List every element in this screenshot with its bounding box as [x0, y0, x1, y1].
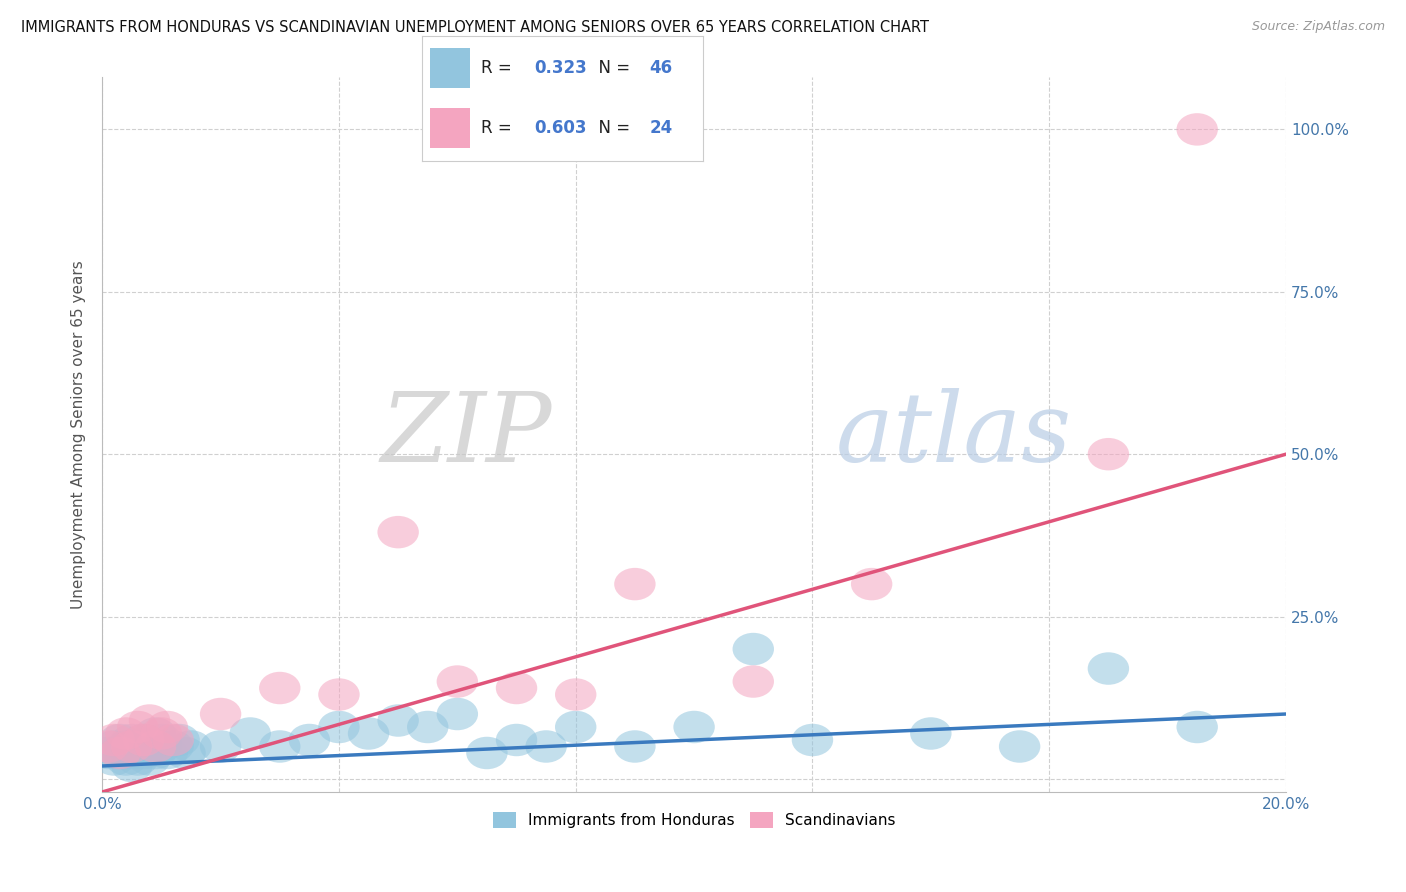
Ellipse shape [467, 737, 508, 769]
Ellipse shape [135, 731, 176, 763]
Ellipse shape [105, 731, 146, 763]
Text: ZIP: ZIP [381, 388, 553, 482]
Ellipse shape [614, 568, 655, 600]
Text: atlas: atlas [837, 388, 1073, 482]
Ellipse shape [998, 731, 1040, 763]
Text: 0.603: 0.603 [534, 120, 586, 137]
Ellipse shape [159, 723, 200, 756]
Ellipse shape [1088, 652, 1129, 685]
Ellipse shape [105, 717, 146, 750]
Ellipse shape [910, 717, 952, 750]
Ellipse shape [117, 743, 159, 776]
Ellipse shape [259, 731, 301, 763]
Ellipse shape [111, 723, 152, 756]
Ellipse shape [406, 711, 449, 743]
Ellipse shape [377, 516, 419, 549]
Ellipse shape [93, 723, 135, 756]
Ellipse shape [200, 698, 242, 731]
Ellipse shape [437, 665, 478, 698]
Ellipse shape [347, 717, 389, 750]
Ellipse shape [288, 723, 330, 756]
Ellipse shape [93, 731, 135, 763]
Ellipse shape [170, 731, 212, 763]
Ellipse shape [105, 743, 146, 776]
Ellipse shape [614, 731, 655, 763]
Ellipse shape [141, 723, 183, 756]
Ellipse shape [141, 717, 183, 750]
Ellipse shape [152, 731, 194, 763]
Ellipse shape [146, 737, 188, 769]
Ellipse shape [100, 737, 141, 769]
Text: 0.323: 0.323 [534, 59, 588, 77]
Ellipse shape [146, 711, 188, 743]
Ellipse shape [100, 723, 141, 756]
Ellipse shape [111, 731, 152, 763]
Ellipse shape [111, 750, 152, 782]
Ellipse shape [318, 678, 360, 711]
Ellipse shape [851, 568, 893, 600]
Ellipse shape [200, 731, 242, 763]
Ellipse shape [135, 717, 176, 750]
Legend: Immigrants from Honduras, Scandinavians: Immigrants from Honduras, Scandinavians [486, 806, 901, 834]
Ellipse shape [122, 737, 165, 769]
Ellipse shape [673, 711, 714, 743]
Ellipse shape [93, 743, 135, 776]
Ellipse shape [87, 731, 129, 763]
Text: 46: 46 [650, 59, 672, 77]
Text: R =: R = [481, 59, 517, 77]
FancyBboxPatch shape [430, 108, 470, 148]
Ellipse shape [526, 731, 567, 763]
FancyBboxPatch shape [430, 48, 470, 88]
Ellipse shape [135, 737, 176, 769]
Ellipse shape [87, 737, 129, 769]
Ellipse shape [733, 665, 773, 698]
Ellipse shape [129, 705, 170, 737]
Ellipse shape [122, 723, 165, 756]
Ellipse shape [318, 711, 360, 743]
Ellipse shape [496, 723, 537, 756]
Ellipse shape [229, 717, 271, 750]
Text: N =: N = [588, 120, 636, 137]
Ellipse shape [792, 723, 834, 756]
Ellipse shape [377, 705, 419, 737]
Text: N =: N = [588, 59, 636, 77]
Ellipse shape [437, 698, 478, 731]
Ellipse shape [117, 731, 159, 763]
Ellipse shape [733, 632, 773, 665]
Ellipse shape [259, 672, 301, 705]
Ellipse shape [1177, 711, 1218, 743]
Ellipse shape [129, 731, 170, 763]
Text: 24: 24 [650, 120, 673, 137]
Ellipse shape [555, 711, 596, 743]
Ellipse shape [165, 737, 205, 769]
Ellipse shape [152, 723, 194, 756]
Ellipse shape [141, 731, 183, 763]
Text: R =: R = [481, 120, 517, 137]
Ellipse shape [555, 678, 596, 711]
Text: Source: ZipAtlas.com: Source: ZipAtlas.com [1251, 20, 1385, 33]
Ellipse shape [129, 743, 170, 776]
Ellipse shape [496, 672, 537, 705]
Text: IMMIGRANTS FROM HONDURAS VS SCANDINAVIAN UNEMPLOYMENT AMONG SENIORS OVER 65 YEAR: IMMIGRANTS FROM HONDURAS VS SCANDINAVIAN… [21, 20, 929, 35]
Ellipse shape [117, 711, 159, 743]
Ellipse shape [122, 723, 165, 756]
Ellipse shape [1088, 438, 1129, 470]
Ellipse shape [111, 737, 152, 769]
Ellipse shape [1177, 113, 1218, 145]
Y-axis label: Unemployment Among Seniors over 65 years: Unemployment Among Seniors over 65 years [72, 260, 86, 609]
Ellipse shape [100, 737, 141, 769]
